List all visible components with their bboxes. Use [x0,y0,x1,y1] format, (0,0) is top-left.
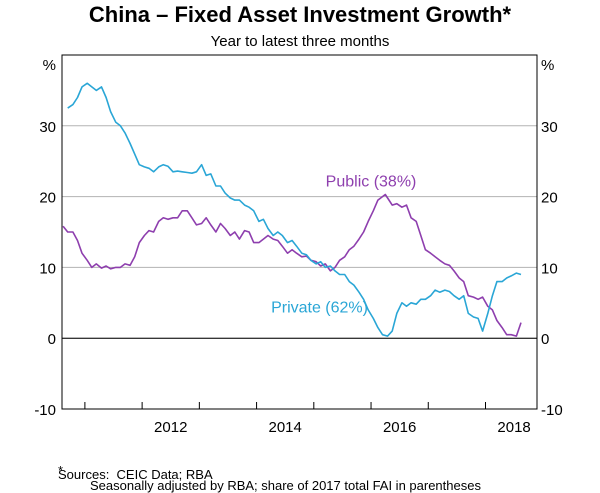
y-unit-left: % [43,57,56,74]
y-tick-label-left: 20 [39,190,56,207]
footnote-marker: * [58,463,64,478]
x-tick-label: 2016 [383,419,416,436]
plot-frame [61,54,538,410]
x-tick-label: 2018 [497,419,530,436]
y-tick-label-left: 10 [39,260,56,277]
series-line-public [62,193,522,337]
y-tick-label-left: 30 [39,119,56,136]
y-tick-label-right: 20 [541,190,558,207]
y-tick-label-right: 30 [541,119,558,136]
x-tick-label: 2014 [269,419,302,436]
series-label-private: Private (62%) [271,299,368,316]
x-tick-label: 2012 [154,419,187,436]
sources-note: Sources: CEIC Data; RBA [58,467,213,482]
y-tick-label-right: 10 [541,260,558,277]
y-unit-right: % [541,57,554,74]
y-tick-label-right: -10 [541,402,563,419]
y-tick-label-right: 0 [541,331,549,348]
series-line-private [67,82,522,337]
y-tick-label-left: -10 [34,402,56,419]
series-label-public: Public (38%) [326,173,417,190]
chart-title: China – Fixed Asset Investment Growth* [88,2,512,27]
y-tick-label-left: 0 [48,331,56,348]
chart-subtitle: Year to latest three months [210,33,390,50]
